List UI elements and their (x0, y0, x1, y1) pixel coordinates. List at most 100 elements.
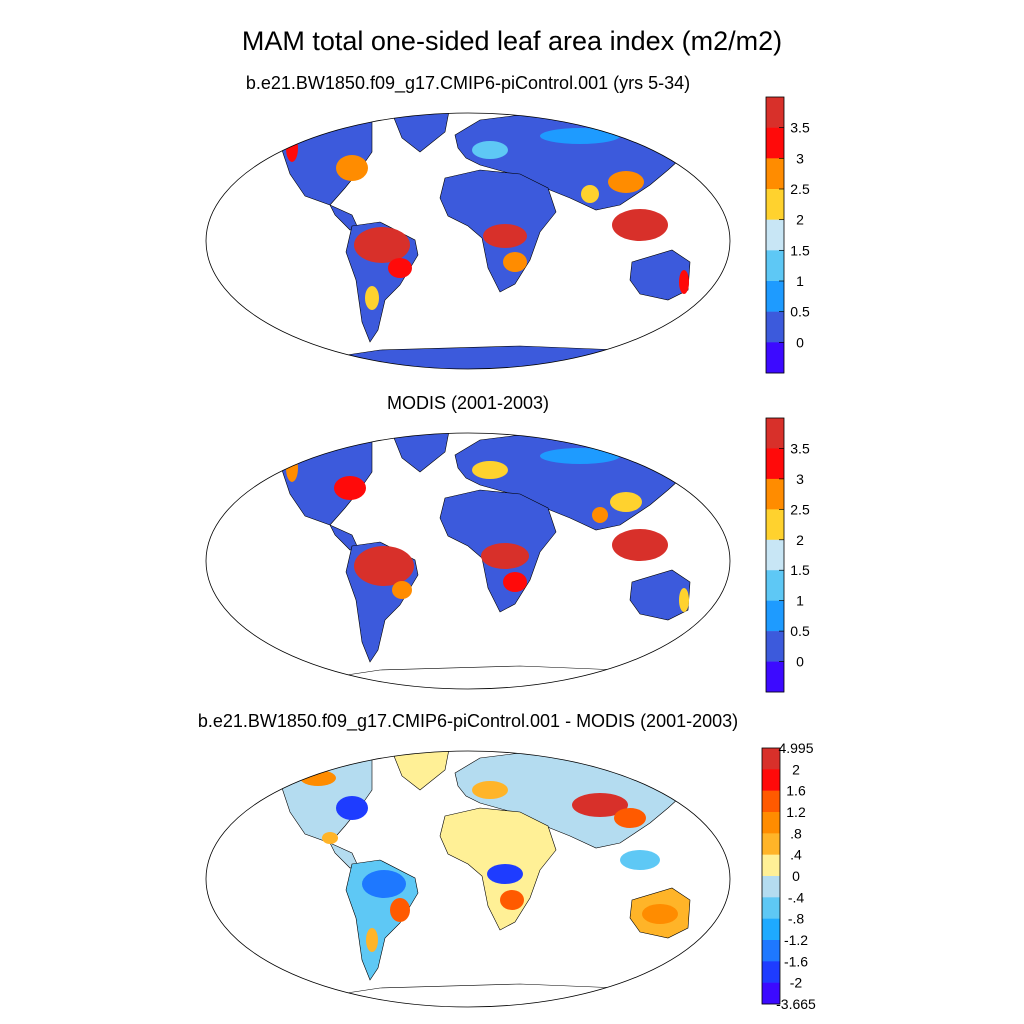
colorbar-tick-label: 0 (792, 868, 800, 884)
patch-central-africa (487, 864, 523, 884)
patch-australia-interior (642, 904, 678, 924)
panel-obs-subtitle: MODIS (2001-2003) (387, 393, 549, 413)
patch-east-australia (679, 588, 689, 612)
patch-east-china (608, 171, 644, 193)
panel-diff-colorbar: 4.995 2 1.6 1.2 .8 .4 0 -.4 -.8 -1.2 -1.6 -2 -3.665 (761, 740, 816, 1012)
colorbar-swatch (762, 918, 780, 941)
land-north-america (269, 751, 373, 844)
patch-europe (472, 461, 508, 479)
colorbar-swatch (766, 600, 784, 632)
patch-eastern-north-america (336, 155, 368, 181)
colorbar-swatch (766, 97, 784, 128)
patch-central-asia (572, 793, 628, 817)
colorbar-frame (761, 747, 781, 1005)
patch-eastern-north-america (336, 796, 368, 820)
colorbar-tick-label: -.4 (788, 889, 805, 905)
patch-southeast-asia (612, 529, 668, 561)
colorbar-swatch (766, 631, 784, 662)
colorbar-swatch (766, 250, 784, 282)
patch-south-america-east (390, 898, 410, 922)
colorbar-swatch (766, 418, 784, 449)
colorbar-tick-label: 0.5 (790, 623, 810, 639)
colorbar-tick-label: -1.2 (784, 932, 808, 948)
colorbar-swatch (762, 876, 780, 898)
panel-obs-colorbar: 3.5 3 2.5 2 1.5 1 0.5 0 (765, 417, 810, 693)
colorbar-tick-label: 1.2 (786, 804, 806, 820)
patch-east-china (610, 492, 642, 512)
colorbar-tick-label: 0 (796, 654, 804, 670)
patch-india (592, 507, 608, 523)
colorbar-swatch (762, 812, 780, 834)
colorbar-swatch (766, 219, 784, 251)
panel-model: b.e21.BW1850.f09_g17.CMIP6-piControl.001… (205, 73, 810, 374)
patch-sahara (455, 826, 535, 842)
colorbar-swatch (766, 281, 784, 312)
colorbar-swatch (766, 311, 784, 343)
land-australia (629, 249, 691, 301)
colorbar-tick-label: 3 (796, 150, 804, 166)
patch-india (581, 185, 599, 203)
colorbar-tick-label: 2.5 (790, 181, 810, 197)
map-vegetation-patches (286, 448, 689, 612)
colorbar-swatch (766, 448, 784, 480)
colorbar-swatch (766, 189, 784, 220)
patch-brazil-east (388, 258, 412, 278)
colorbar-tick-label: 2 (796, 212, 804, 228)
colorbar-tick-label: -.8 (788, 911, 805, 927)
patch-south-america-south (365, 286, 379, 310)
colorbar-tick-label: .4 (790, 847, 802, 863)
map-vegetation-patches (286, 128, 689, 310)
patch-amazon (354, 227, 410, 263)
map-outline (205, 112, 731, 370)
figure-title: MAM total one-sided leaf area index (m2/… (242, 26, 782, 56)
patch-europe (472, 781, 508, 799)
patch-central-africa (481, 543, 529, 569)
patch-boreal-eurasia (540, 448, 620, 464)
panel-model-subtitle: b.e21.BW1850.f09_g17.CMIP6-piControl.001… (246, 73, 690, 94)
patch-patagonia (366, 928, 378, 952)
land-australia (629, 569, 691, 621)
land-greenland (389, 113, 451, 153)
colorbar-tick-label: -1.6 (784, 953, 808, 969)
colorbar-tick-label: 0.5 (790, 304, 810, 320)
colorbar-swatch (762, 790, 780, 813)
land-antarctica (289, 345, 721, 369)
colorbar-tick-label: 0 (796, 334, 804, 350)
colorbar-tick-label: -3.665 (776, 996, 816, 1012)
colorbar-swatch (762, 982, 780, 1005)
panel-obs-map (269, 433, 721, 689)
patch-east-china (614, 808, 646, 828)
colorbar-swatch (762, 769, 780, 791)
colorbar-swatch (762, 854, 780, 877)
panel-diff: b.e21.BW1850.f09_g17.CMIP6-piControl.001… (198, 711, 816, 1012)
colorbar-tick-label: 3.5 (790, 440, 810, 456)
colorbar-tick-label: 2 (792, 761, 800, 777)
colorbar-swatch (766, 570, 784, 601)
colorbar-tick-label: 1.5 (790, 242, 810, 258)
patch-amazon (362, 870, 406, 898)
map-outline (205, 432, 731, 690)
patch-east-australia (679, 270, 689, 294)
patch-canada (300, 770, 336, 786)
colorbar-swatch (762, 897, 780, 919)
map-difference-patches (300, 770, 678, 952)
colorbar-swatch (766, 539, 784, 571)
colorbar-swatch (762, 748, 780, 770)
colorbar-tick-label: 1.5 (790, 562, 810, 578)
colorbar-swatch (766, 127, 784, 159)
patch-southern-africa (503, 572, 527, 592)
patch-southeast-asia (620, 850, 660, 870)
panel-model-colorbar: 3.5 3 2.5 2 1.5 1 0.5 0 (765, 96, 810, 374)
colorbar-swatch (762, 940, 780, 962)
panel-diff-subtitle: b.e21.BW1850.f09_g17.CMIP6-piControl.001… (198, 711, 738, 732)
panel-obs: MODIS (2001-2003) (205, 393, 810, 693)
land-greenland (389, 433, 451, 473)
colorbar-tick-label: 2.5 (790, 501, 810, 517)
colorbar-swatch (766, 478, 784, 510)
panel-model-map (269, 113, 721, 369)
patch-mexico (322, 832, 338, 844)
colorbar-tick-label: 1 (796, 273, 804, 289)
land-greenland (389, 751, 451, 791)
colorbar-tick-label: 3.5 (790, 120, 810, 136)
